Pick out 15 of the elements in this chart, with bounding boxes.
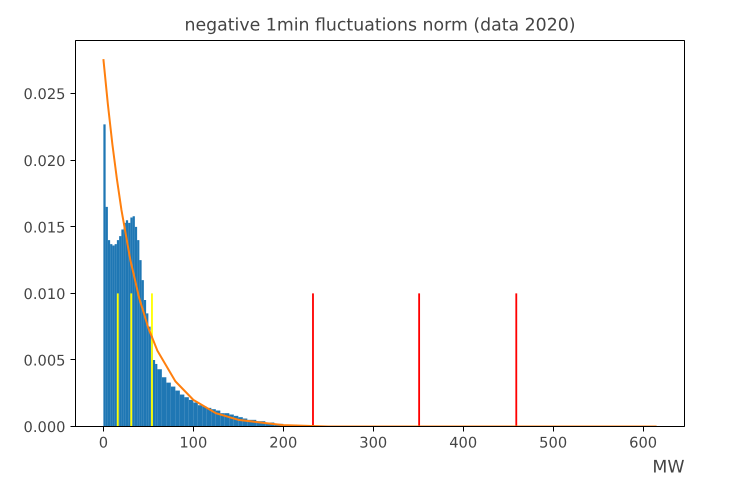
y-tick-label: 0.020 (24, 152, 66, 170)
y-tick-label: 0.015 (24, 219, 66, 236)
y-tick-label: 0.005 (24, 352, 66, 370)
chart-title: negative 1min fluctuations norm (data 2020) (184, 16, 576, 36)
y-tick-label: 0.025 (24, 86, 66, 104)
y-tick-label: 0.010 (24, 286, 66, 303)
x-tick-label: 300 (359, 434, 388, 452)
x-tick-label: 100 (179, 434, 208, 452)
x-tick-label: 0 (98, 434, 108, 452)
x-tick-label: 200 (269, 434, 298, 452)
x-tick-label: 400 (449, 434, 478, 452)
y-tick-label: 0.000 (24, 419, 66, 436)
x-tick-label: 500 (539, 434, 568, 452)
x-axis-title: MW (652, 458, 685, 478)
x-tick-label: 600 (629, 434, 658, 452)
